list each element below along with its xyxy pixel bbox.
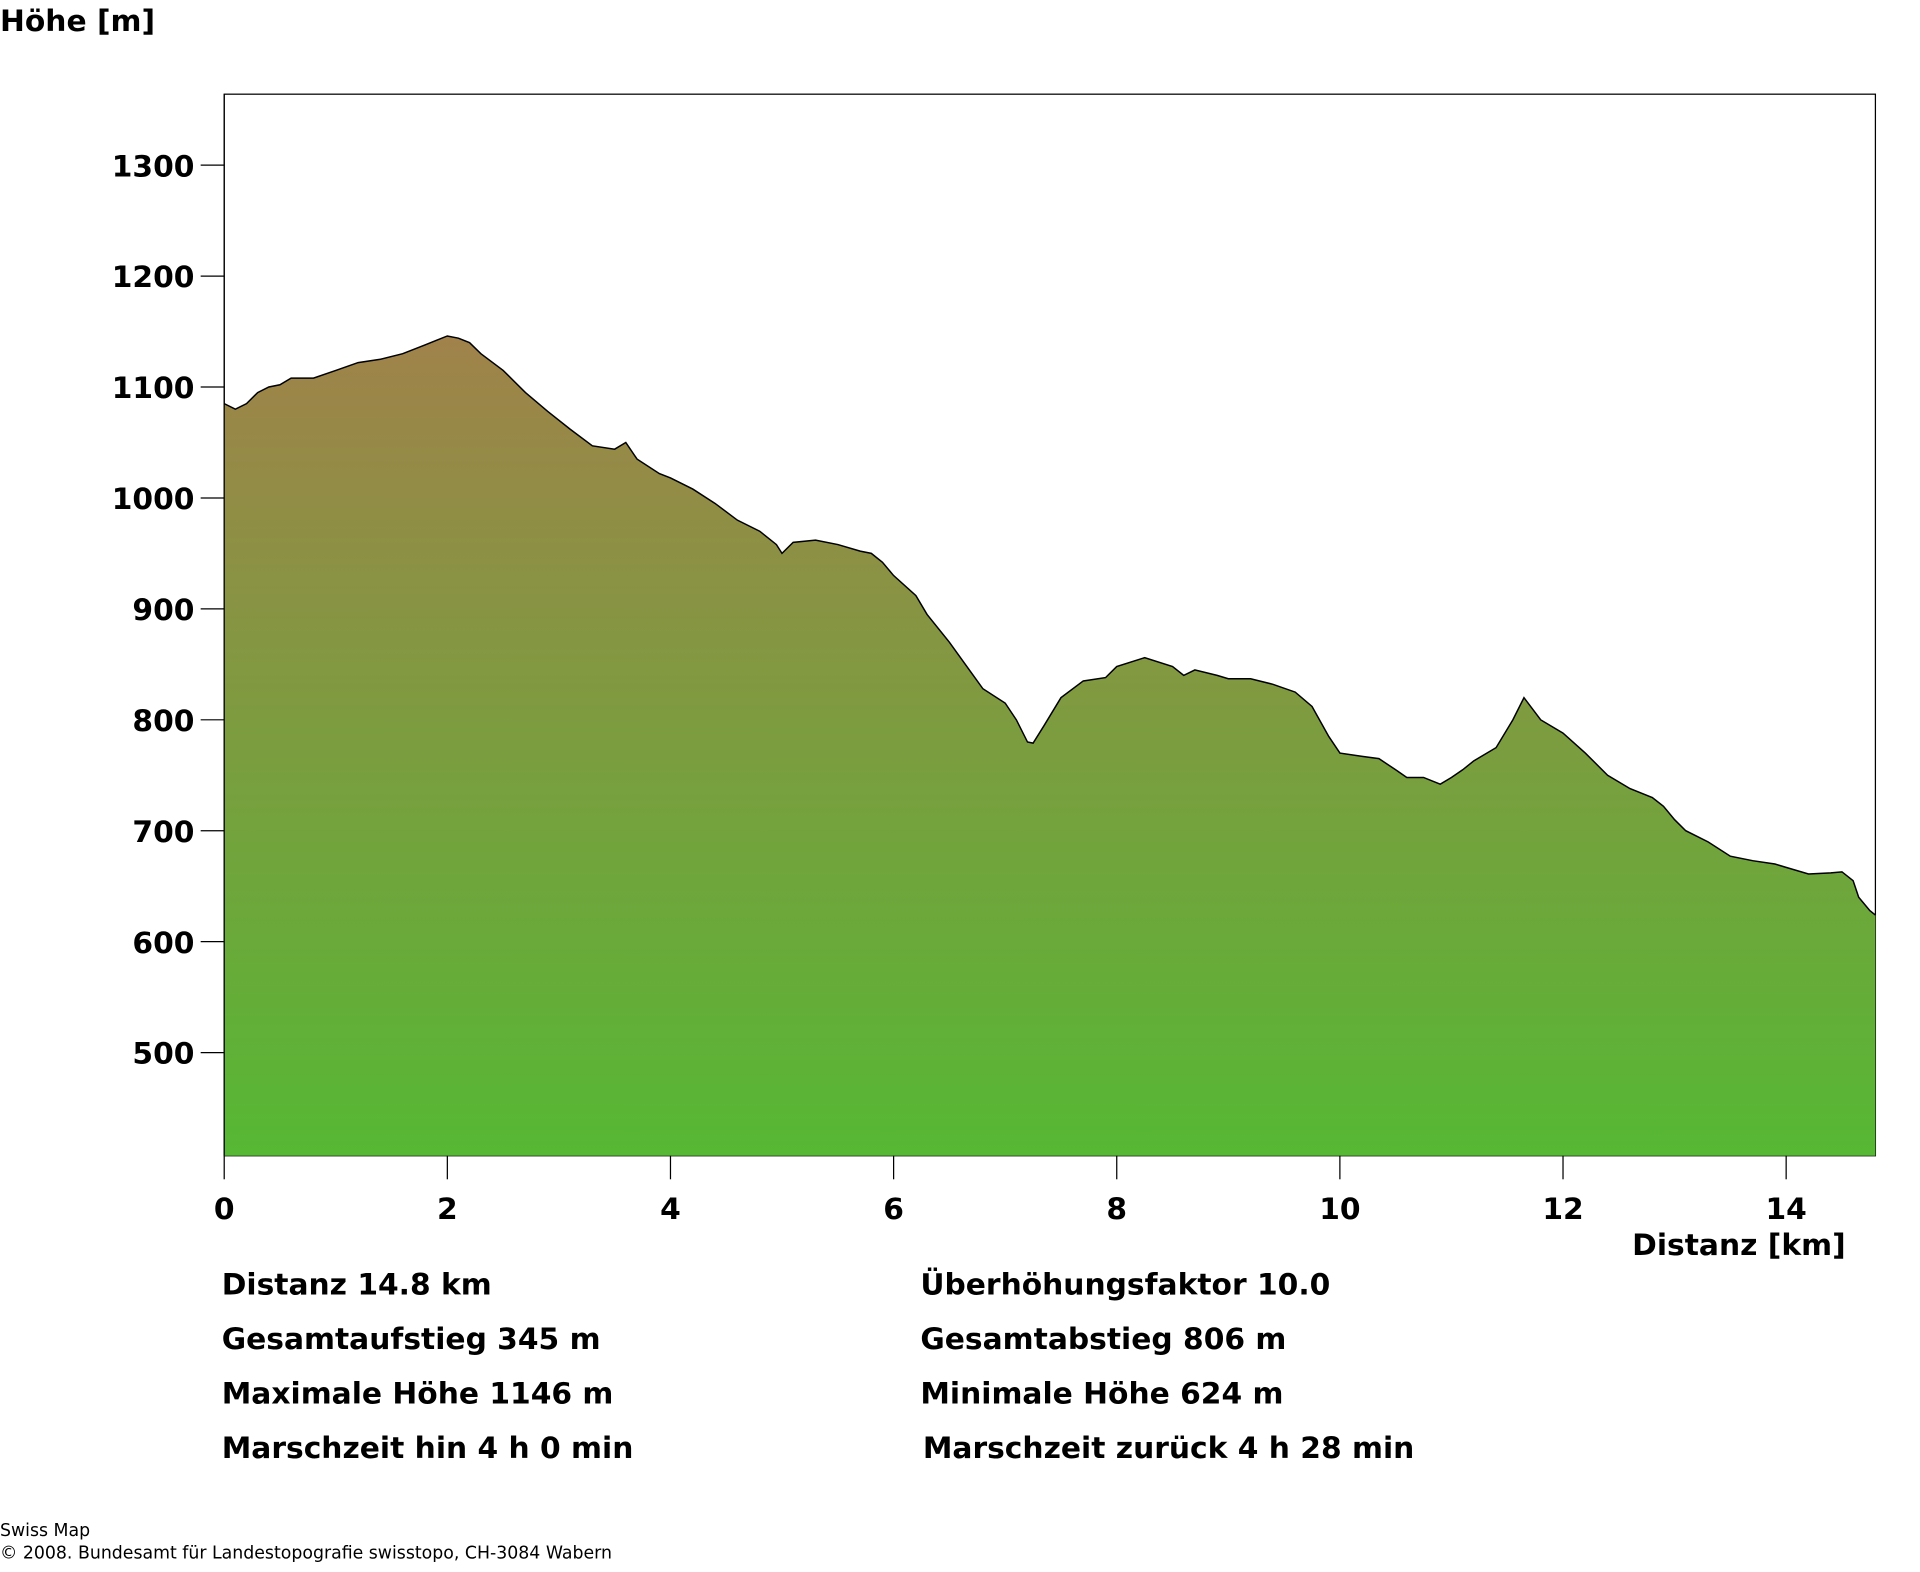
x-tick-label: 2 bbox=[437, 1192, 458, 1227]
stat-time-back: Marschzeit zurück 4 h 28 min bbox=[923, 1431, 1414, 1466]
y-tick-label: 1100 bbox=[112, 371, 195, 406]
x-tick-label: 4 bbox=[660, 1192, 681, 1227]
x-tick-label: 12 bbox=[1542, 1192, 1583, 1227]
y-tick-label: 900 bbox=[132, 593, 194, 628]
stat-ascent: Gesamtaufstieg 345 m bbox=[222, 1322, 601, 1357]
y-tick-label: 700 bbox=[132, 815, 194, 850]
elevation-area bbox=[224, 335, 1876, 1156]
x-tick-label: 10 bbox=[1319, 1192, 1360, 1227]
x-tick-label: 6 bbox=[883, 1192, 904, 1227]
elevation-line bbox=[223, 335, 1876, 916]
stat-min-height: Minimale Höhe 624 m bbox=[920, 1376, 1283, 1411]
x-tick-label: 14 bbox=[1765, 1192, 1806, 1227]
stat-distance: Distanz 14.8 km bbox=[222, 1267, 492, 1302]
x-tick-label: 8 bbox=[1106, 1192, 1127, 1227]
stat-exaggeration: Überhöhungsfaktor 10.0 bbox=[920, 1265, 1330, 1302]
y-tick-label: 500 bbox=[132, 1037, 194, 1072]
stat-descent: Gesamtabstieg 806 m bbox=[920, 1322, 1286, 1357]
stat-max-height: Maximale Höhe 1146 m bbox=[222, 1376, 614, 1411]
y-tick-label: 1000 bbox=[112, 482, 195, 517]
stat-time-forward: Marschzeit hin 4 h 0 min bbox=[222, 1431, 634, 1466]
y-tick-label: 800 bbox=[132, 704, 194, 739]
x-axis-label: Distanz [km] bbox=[1632, 1228, 1846, 1263]
y-tick-label: 600 bbox=[132, 926, 194, 961]
y-tick-label: 1200 bbox=[112, 260, 195, 295]
footer-source: Swiss Map bbox=[0, 1521, 90, 1541]
x-tick-label: 0 bbox=[214, 1192, 235, 1227]
footer-copyright: © 2008. Bundesamt für Landestopografie s… bbox=[0, 1543, 612, 1563]
y-tick-label: 1300 bbox=[112, 149, 195, 184]
y-axis-label: Höhe [m] bbox=[0, 4, 155, 39]
